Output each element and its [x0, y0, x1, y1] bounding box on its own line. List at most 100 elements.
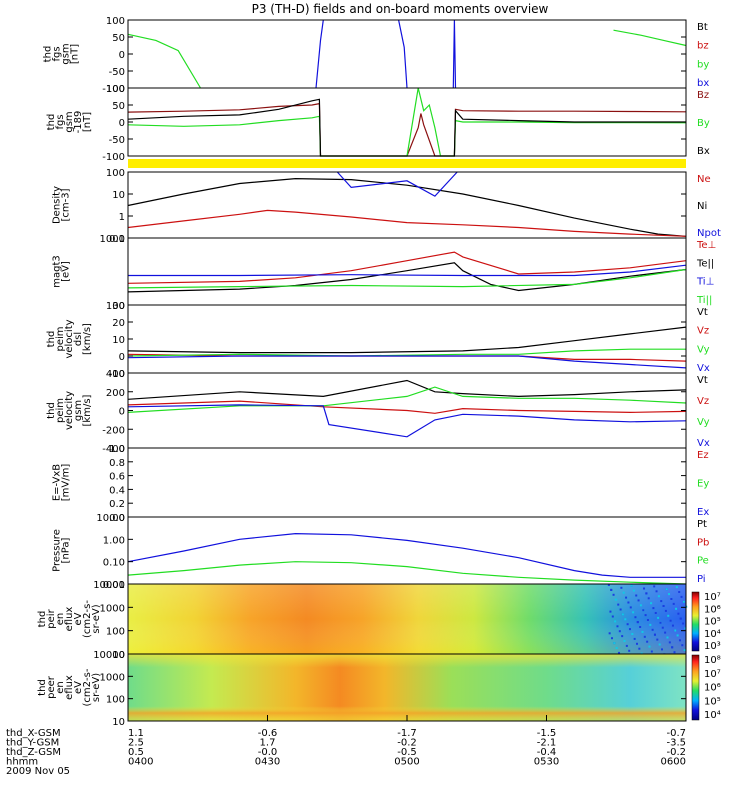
y-tick-label: 0: [119, 50, 125, 61]
spectrogram-pixel: [653, 633, 656, 636]
y-axis-label: velocity: [64, 391, 75, 430]
y-axis-label: velocity: [64, 319, 75, 358]
y-tick-label: 0.2: [109, 499, 125, 510]
legend-Pi: Pi: [697, 574, 706, 585]
spectrogram-pixel: [617, 603, 620, 606]
y-axis-label: gsm: [73, 400, 84, 421]
y-tick-label: -100: [102, 84, 125, 95]
x-row-value: 0.5: [128, 747, 144, 758]
spectrogram-pixel: [678, 591, 681, 593]
spectrogram-pixel: [662, 605, 665, 607]
y-tick-label: -10: [109, 369, 125, 380]
panel-frame: [127, 171, 687, 239]
legend-By: By: [697, 118, 710, 129]
y-tick-label: 10: [112, 717, 125, 728]
series-line-bx: [398, 19, 408, 89]
spectrogram-pixel: [611, 637, 614, 640]
y-axis-label: eflux: [64, 607, 75, 632]
series-line-Pe: [127, 561, 687, 585]
spectrogram-pixel: [607, 584, 610, 586]
y-axis-label: peir: [46, 608, 57, 628]
spectrogram-pixel: [648, 645, 651, 648]
x-row-value: -0.5: [397, 747, 417, 758]
x-row-value: -0.4: [537, 747, 557, 758]
y-tick-label: 0.8: [109, 458, 125, 469]
spectrogram-pixel: [634, 616, 637, 619]
spectrogram-pixel: [646, 640, 649, 643]
y-axis-label: [km/s]: [82, 394, 93, 426]
spectrogram-pixel: [679, 617, 682, 620]
series-line-Vx: [127, 404, 687, 438]
y-axis-label: thd: [46, 402, 57, 419]
spectrogram-pixel: [665, 588, 668, 591]
legend-Vx: Vx: [697, 363, 710, 374]
series-line-Npot: [336, 171, 458, 197]
x-row-value: 1.7: [260, 738, 276, 749]
x-row-value: -1.5: [537, 728, 557, 739]
y-axis-label: [km/s]: [82, 323, 93, 355]
spectrogram-pixel: [631, 633, 634, 635]
spectrogram-pixel: [681, 644, 684, 647]
y-tick-label: 0: [119, 407, 125, 418]
x-row-label: thd_Z-GSM: [6, 747, 61, 758]
spectrogram-pixel: [625, 596, 628, 599]
colorbar-label: 10⁶: [704, 604, 721, 615]
y-axis-label: -189: [73, 111, 84, 134]
x-row-value: -0.6: [258, 728, 278, 739]
panel-velocity-dsl: 3020100-10thdpeimvelocitydsl[km/s]VtVzVy…: [46, 301, 710, 380]
spectrogram-pixel: [626, 623, 629, 626]
spectrogram-pixel: [632, 611, 635, 614]
spectrogram-overlay: [128, 584, 686, 654]
series-line-Ni: [127, 177, 687, 237]
legend-Ex: Ex: [697, 507, 709, 518]
colorbar-label: 10⁵: [704, 617, 721, 628]
series-line-Bz: [127, 102, 687, 157]
spectrogram-pixel: [664, 609, 667, 612]
legend-Bz: Bz: [697, 90, 709, 101]
colorbar-label: 10⁴: [704, 710, 721, 721]
y-tick-label: 400: [106, 369, 125, 380]
y-axis-label: thd: [43, 46, 54, 63]
x-row-value: 0400: [128, 757, 153, 768]
spectrogram-pixel: [620, 586, 623, 589]
spectrogram-pixel: [619, 608, 622, 611]
spectrogram-pixel: [661, 626, 664, 629]
x-row-value: 2.5: [128, 738, 144, 749]
series-line-by: [613, 29, 687, 47]
spectrogram-pixel: [629, 606, 632, 609]
spectrogram-pixel: [682, 600, 685, 603]
series-line-Bx: [127, 98, 686, 157]
y-tick-label: 100: [106, 84, 125, 95]
legend-bx: bx: [697, 78, 709, 89]
y-axis-label: eflux: [64, 675, 75, 700]
y-axis-label: fgs: [55, 114, 66, 129]
series-line-Vy: [127, 386, 687, 413]
x-row-label: hhmm: [6, 757, 38, 768]
legend-Bx: Bx: [697, 146, 710, 157]
x-row-value: 0530: [534, 757, 559, 768]
y-axis-label: dsl: [73, 332, 84, 346]
legend-Ni: Ni: [697, 201, 707, 212]
legend-Ti||: Ti||: [696, 295, 712, 306]
x-row-value: -0.2: [666, 747, 686, 758]
y-axis-label: thd: [46, 114, 57, 131]
series-line-Ti||: [127, 268, 687, 289]
spectrogram-pixel: [671, 646, 674, 649]
spectrogram-pixel: [650, 602, 653, 605]
y-tick-label: 0.0: [109, 513, 125, 524]
panel-pressure: 10.00 1.00 0.10 0.01 Pressure[nPa] Pt Pb Pe Pi: [52, 513, 710, 591]
y-tick-label: 10.00: [96, 513, 125, 524]
spectrogram-pixel: [674, 629, 677, 632]
colorbar-label: 10⁷: [704, 592, 721, 603]
x-row-value: 0600: [661, 757, 686, 768]
spectrogram-pixel: [673, 651, 676, 654]
y-axis-label: [mV/m]: [61, 464, 72, 502]
panel-frame: [127, 237, 687, 306]
spectrogram-pixel: [657, 616, 660, 619]
legend-Vz: Vz: [697, 326, 709, 337]
y-tick-label: -100: [102, 152, 125, 163]
y-axis-label: [nT]: [70, 44, 81, 64]
spectrogram-pixel: [612, 593, 615, 596]
